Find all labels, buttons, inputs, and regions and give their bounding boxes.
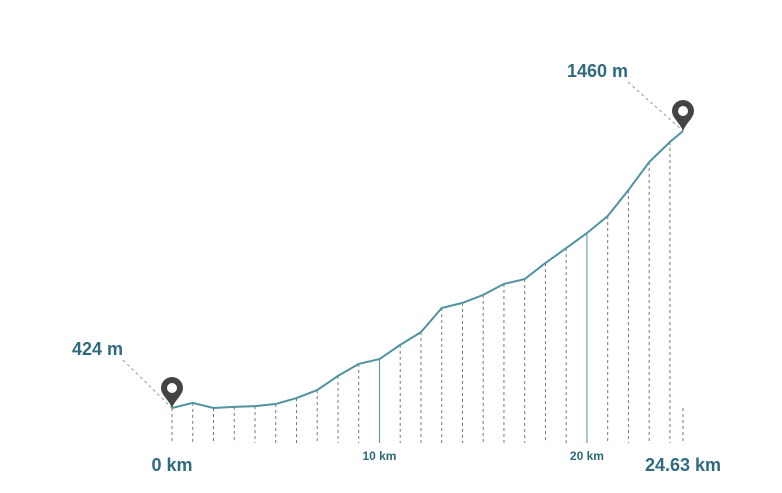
pin-hole — [167, 383, 177, 393]
pin-hole — [678, 106, 688, 116]
annotation-label: 424 m — [72, 339, 123, 359]
annotation-label: 1460 m — [567, 61, 628, 81]
x-tick-label: 10 km — [362, 449, 396, 463]
x-tick-label: 24.63 km — [645, 455, 721, 475]
elevation-line — [171, 130, 684, 410]
x-tick-label: 0 km — [151, 455, 192, 475]
leader-line — [627, 81, 684, 132]
x-tick-label: 20 km — [570, 449, 604, 463]
